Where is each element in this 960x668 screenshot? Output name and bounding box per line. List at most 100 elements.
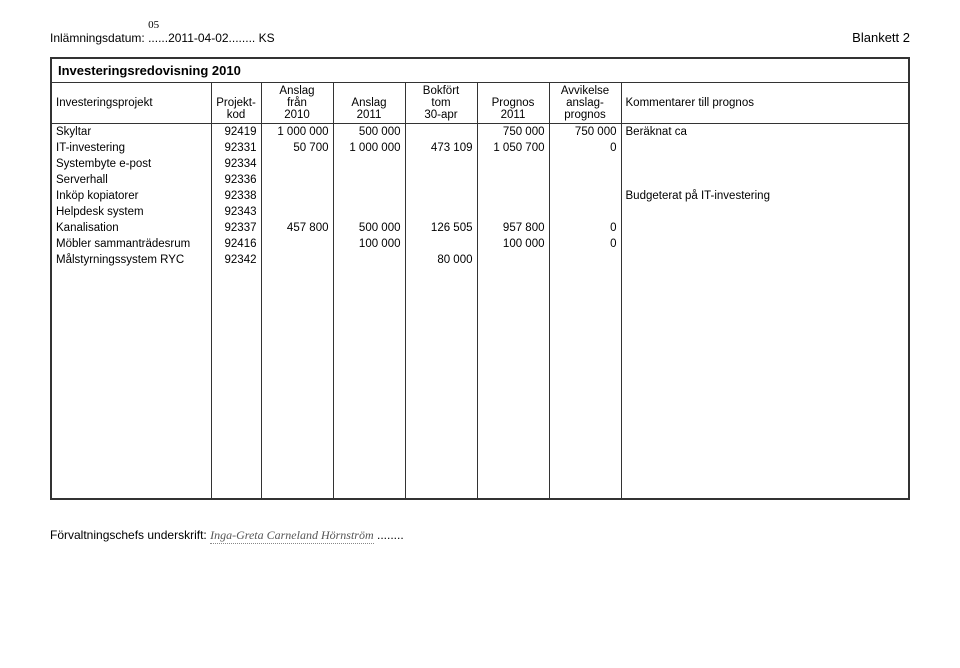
table-row: Systembyte e-post92334	[51, 156, 909, 172]
signature-label: Förvaltningschefs underskrift:	[50, 528, 207, 542]
cell	[405, 204, 477, 220]
cell: 1 000 000	[333, 140, 405, 156]
table-row: Inköp kopiatorer92338 Budgeterat på IT-in…	[51, 188, 909, 204]
cell	[405, 236, 477, 252]
col-header-comment: Kommentarer till prognos	[621, 83, 909, 124]
table-row: Möbler sammanträdesrum92416 100 000 100 00…	[51, 236, 909, 252]
cell	[333, 172, 405, 188]
cell	[261, 172, 333, 188]
cell: 126 505	[405, 220, 477, 236]
cell: 92419	[211, 124, 261, 140]
cell	[261, 204, 333, 220]
cell	[477, 188, 549, 204]
cell	[261, 156, 333, 172]
table-title: Investeringsredovisning 2010	[51, 58, 261, 83]
cell: Skyltar	[51, 124, 211, 140]
cell: Systembyte e-post	[51, 156, 211, 172]
submission-date: Inlämningsdatum: 05 ......2011-04-02....…	[50, 31, 275, 45]
bottom-row	[51, 498, 909, 499]
cell	[333, 252, 405, 268]
cell	[549, 156, 621, 172]
cell: 500 000	[333, 124, 405, 140]
cell: 500 000	[333, 220, 405, 236]
cell: Serverhall	[51, 172, 211, 188]
cell: 1 000 000	[261, 124, 333, 140]
header-row: Inlämningsdatum: 05 ......2011-04-02....…	[50, 30, 910, 45]
cell: 92343	[211, 204, 261, 220]
cell	[405, 156, 477, 172]
cell	[621, 172, 909, 188]
cell: 80 000	[405, 252, 477, 268]
cell: 457 800	[261, 220, 333, 236]
cell: 100 000	[333, 236, 405, 252]
cell	[549, 188, 621, 204]
cell: 1 050 700	[477, 140, 549, 156]
cell	[477, 204, 549, 220]
table-row: Kanalisation92337457 800500 000126 50595…	[51, 220, 909, 236]
cell: Budgeterat på IT-investering	[621, 188, 909, 204]
table-row: Skyltar924191 000 000500 000 750 000750 0…	[51, 124, 909, 140]
cell	[333, 204, 405, 220]
cell	[621, 220, 909, 236]
cell	[261, 252, 333, 268]
col-header-anslag2010: Anslag från 2010	[261, 83, 333, 124]
cell	[549, 204, 621, 220]
cell: Beräknat ca	[621, 124, 909, 140]
spacer-row	[51, 268, 909, 498]
cell: 92334	[211, 156, 261, 172]
cell	[477, 252, 549, 268]
cell: 50 700	[261, 140, 333, 156]
table-row: Helpdesk system92343	[51, 204, 909, 220]
main-table: Investeringsredovisning 2010 Investering…	[50, 57, 910, 500]
cell: Målstyrningssystem RYC	[51, 252, 211, 268]
col-header-prognos: Prognos 2011	[477, 83, 549, 124]
col-header-bokfort: Bokfört tom 30-apr	[405, 83, 477, 124]
cell	[405, 188, 477, 204]
cell	[261, 188, 333, 204]
cell: 92338	[211, 188, 261, 204]
cell	[549, 172, 621, 188]
cell	[621, 236, 909, 252]
cell	[621, 252, 909, 268]
cell	[621, 204, 909, 220]
cell	[477, 156, 549, 172]
cell: Möbler sammanträdesrum	[51, 236, 211, 252]
blankett-label: Blankett 2	[852, 30, 910, 45]
cell: Kanalisation	[51, 220, 211, 236]
cell	[405, 172, 477, 188]
cell	[333, 188, 405, 204]
cell: 0	[549, 220, 621, 236]
signature-value: Inga-Greta Carneland Hörnström	[210, 528, 374, 544]
col-header-kod: Projekt- kod	[211, 83, 261, 124]
cell: 473 109	[405, 140, 477, 156]
submission-value: 05 ......2011-04-02........ KS	[148, 31, 275, 45]
cell: Inköp kopiatorer	[51, 188, 211, 204]
cell: IT-investering	[51, 140, 211, 156]
table-row: IT-investering9233150 7001 000 000473 10…	[51, 140, 909, 156]
col-header-project: Investeringsprojekt	[51, 83, 211, 124]
cell: 92342	[211, 252, 261, 268]
title-row: Investeringsredovisning 2010	[51, 58, 909, 83]
col-header-anslag2011: Anslag 2011	[333, 83, 405, 124]
cell: Helpdesk system	[51, 204, 211, 220]
submission-label: Inlämningsdatum:	[50, 31, 145, 45]
signature-line: Förvaltningschefs underskrift: Inga-Gret…	[50, 528, 910, 543]
cell: 750 000	[477, 124, 549, 140]
cell: 92337	[211, 220, 261, 236]
table-row: Serverhall92336	[51, 172, 909, 188]
header-row-cells: Investeringsprojekt Projekt- kod Anslag …	[51, 83, 909, 124]
cell: 100 000	[477, 236, 549, 252]
cell: 0	[549, 236, 621, 252]
cell: 92336	[211, 172, 261, 188]
col-header-avvikelse: Avvikelse anslag- prognos	[549, 83, 621, 124]
cell	[621, 140, 909, 156]
cell: 957 800	[477, 220, 549, 236]
cell	[477, 172, 549, 188]
cell	[261, 236, 333, 252]
cell	[333, 156, 405, 172]
cell: 92416	[211, 236, 261, 252]
handwritten-month: 05	[148, 19, 159, 31]
cell	[549, 252, 621, 268]
cell: 750 000	[549, 124, 621, 140]
cell	[621, 156, 909, 172]
